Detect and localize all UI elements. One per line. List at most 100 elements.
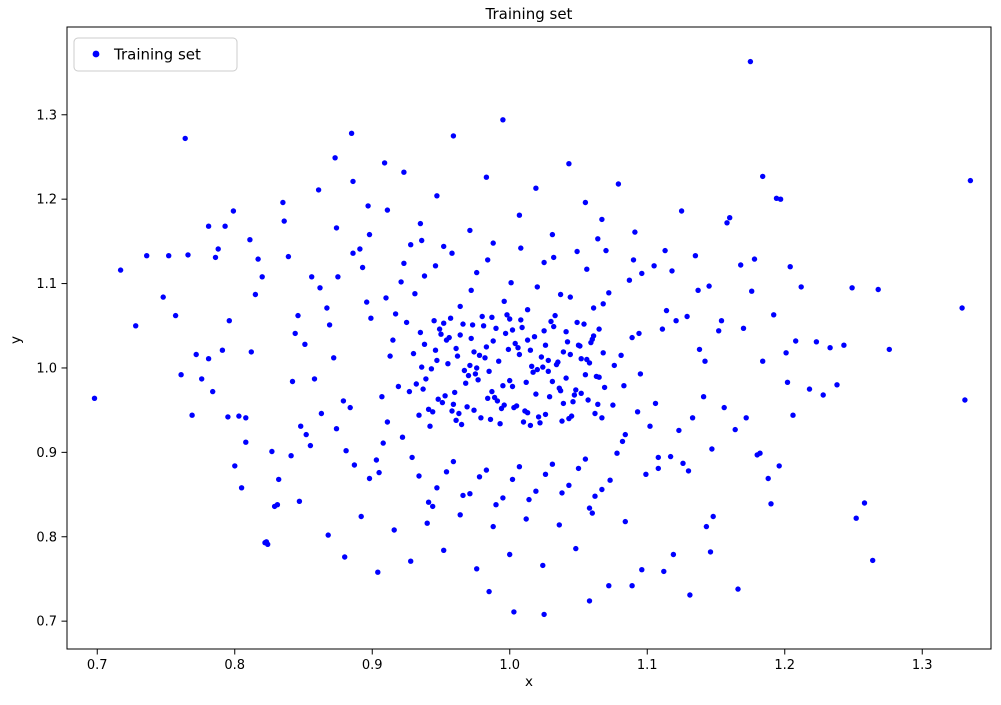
scatter-point	[516, 464, 523, 470]
scatter-point	[740, 325, 747, 331]
scatter-point	[381, 160, 388, 166]
scatter-point	[771, 312, 777, 318]
scatter-point	[655, 465, 661, 472]
scatter-point	[384, 419, 391, 425]
scatter-point	[537, 420, 543, 426]
scatter-point	[516, 351, 523, 358]
scatter-point	[366, 475, 373, 482]
scatter-point	[515, 345, 521, 351]
scatter-point	[379, 394, 385, 400]
scatter-point	[590, 305, 597, 311]
scatter-point	[760, 173, 766, 180]
chart-title: Training set	[485, 5, 573, 23]
scatter-point	[827, 345, 833, 351]
scatter-point	[732, 426, 738, 433]
scatter-point	[534, 284, 540, 290]
scatter-point	[749, 288, 755, 294]
scatter-point	[333, 426, 340, 432]
scatter-point	[486, 368, 492, 374]
scatter-point	[452, 389, 458, 396]
scatter-point	[409, 454, 415, 461]
scatter-point	[468, 335, 474, 342]
scatter-point	[670, 551, 677, 558]
scatter-point	[590, 333, 597, 339]
scatter-point	[540, 562, 546, 569]
scatter-point	[449, 250, 455, 256]
scatter-point	[468, 287, 474, 293]
scatter-point	[458, 421, 465, 428]
scatter-point	[566, 161, 572, 167]
scatter-point	[673, 318, 679, 324]
scatter-point	[542, 342, 549, 348]
scatter-point	[368, 315, 374, 321]
scatter-point	[199, 376, 205, 382]
scatter-point	[582, 199, 589, 206]
scatter-point	[601, 384, 608, 391]
scatter-point	[680, 460, 686, 466]
scatter-point	[530, 369, 536, 375]
scatter-point	[551, 323, 557, 330]
scatter-point	[524, 337, 531, 343]
scatter-point	[618, 352, 624, 358]
scatter-point	[610, 402, 616, 408]
scatter-point	[332, 155, 338, 161]
scatter-point	[457, 332, 463, 338]
scatter-point	[626, 277, 633, 283]
scatter-point	[501, 298, 507, 304]
scatter-point	[570, 399, 576, 405]
scatter-point	[684, 313, 690, 320]
scatter-point	[721, 404, 727, 411]
scatter-point	[500, 383, 506, 389]
scatter-point	[413, 381, 419, 387]
scatter-point	[636, 330, 642, 337]
scatter-point	[706, 283, 712, 289]
scatter-point	[401, 260, 407, 266]
x-tick-label: 1.2	[774, 658, 795, 673]
scatter-point	[710, 513, 716, 520]
scatter-point	[490, 523, 496, 530]
scatter-point	[317, 285, 323, 291]
scatter-point	[589, 510, 595, 516]
scatter-point	[555, 359, 561, 365]
scatter-point	[509, 383, 516, 390]
scatter-point	[307, 442, 314, 449]
scatter-point	[469, 322, 476, 328]
scatter-point	[551, 254, 557, 261]
scatter-point	[380, 440, 386, 446]
scatter-point	[358, 513, 364, 520]
scatter-point	[144, 253, 150, 259]
scatter-point	[541, 611, 547, 618]
scatter-point	[663, 307, 670, 314]
scatter-point	[886, 346, 892, 353]
scatter-point	[441, 243, 447, 250]
scatter-point	[276, 476, 282, 483]
scatter-point	[453, 417, 459, 423]
scatter-point	[540, 364, 546, 370]
scatter-point	[523, 516, 529, 522]
scatter-point	[383, 295, 389, 301]
scatter-point	[502, 330, 509, 337]
scatter-point	[542, 471, 549, 477]
scatter-point	[606, 583, 612, 589]
scatter-point	[280, 199, 286, 206]
scatter-point	[472, 371, 479, 377]
scatter-point	[505, 346, 512, 353]
scatter-point	[639, 567, 645, 573]
scatter-point	[588, 339, 594, 346]
scatter-point	[518, 245, 524, 251]
scatter-point	[512, 340, 518, 347]
scatter-point	[493, 325, 499, 331]
scatter-point	[599, 216, 605, 223]
scatter-point	[274, 502, 281, 508]
scatter-point	[575, 465, 582, 472]
scatter-point	[533, 391, 539, 397]
scatter-point	[450, 458, 457, 465]
scatter-point	[478, 415, 484, 421]
scatter-point	[959, 305, 965, 311]
scatter-point	[416, 473, 422, 479]
scatter-point	[585, 397, 591, 403]
scatter-point	[557, 291, 564, 298]
scatter-point	[166, 253, 172, 259]
scatter-point	[529, 363, 535, 369]
x-tick-label: 0.8	[224, 658, 245, 673]
